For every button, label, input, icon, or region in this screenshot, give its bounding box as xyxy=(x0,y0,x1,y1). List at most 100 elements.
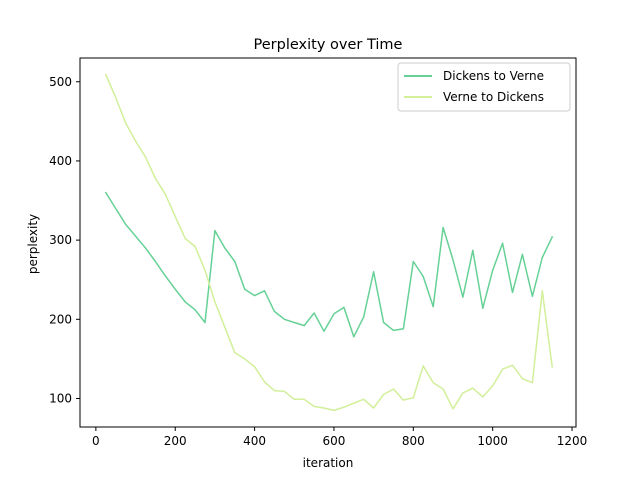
x-tick-label: 600 xyxy=(322,434,345,448)
data-point xyxy=(283,318,285,320)
data-point xyxy=(214,301,216,303)
data-point xyxy=(531,382,534,384)
data-point xyxy=(353,402,355,404)
data-point xyxy=(224,326,226,328)
data-point xyxy=(343,406,345,408)
data-point xyxy=(105,74,107,76)
y-tick-label: 300 xyxy=(49,233,72,247)
legend: Dickens to Verne Verne to Dickens xyxy=(397,62,571,112)
data-point xyxy=(144,156,147,158)
data-point xyxy=(373,271,375,273)
data-point xyxy=(194,245,196,248)
data-point xyxy=(442,226,444,229)
data-point xyxy=(333,409,335,411)
data-point xyxy=(135,235,137,237)
data-point xyxy=(135,140,137,142)
x-tick-label: 200 xyxy=(164,434,187,448)
data-point xyxy=(383,321,385,324)
y-tick-label: 500 xyxy=(49,75,72,89)
data-point xyxy=(333,313,335,315)
data-point xyxy=(383,393,385,396)
data-point xyxy=(244,288,246,290)
data-point xyxy=(273,390,275,392)
data-point xyxy=(482,307,484,309)
data-point xyxy=(174,215,176,217)
data-point xyxy=(472,249,474,251)
data-point xyxy=(412,397,414,399)
data-point xyxy=(234,260,236,263)
data-point xyxy=(531,295,534,297)
data-point xyxy=(144,247,147,249)
data-point xyxy=(154,177,156,179)
data-point xyxy=(363,316,365,318)
x-tick-label: 0 xyxy=(92,434,100,448)
data-point xyxy=(521,378,524,380)
data-point xyxy=(452,408,454,410)
y-tick-label: 100 xyxy=(49,391,72,405)
data-point xyxy=(303,325,305,327)
data-point xyxy=(323,407,325,409)
data-point xyxy=(432,306,434,308)
data-point xyxy=(502,242,504,244)
legend-label: Dickens to Verne xyxy=(443,69,544,83)
data-point xyxy=(432,382,434,384)
data-point xyxy=(283,390,285,392)
data-point xyxy=(254,366,256,368)
data-point xyxy=(442,388,444,390)
data-point xyxy=(502,368,504,370)
data-point xyxy=(263,381,266,383)
data-point xyxy=(392,329,395,331)
data-point xyxy=(551,366,553,368)
axes-frame xyxy=(79,57,577,428)
data-point xyxy=(125,122,127,124)
data-point xyxy=(392,388,395,390)
data-point xyxy=(154,260,156,263)
x-tick-label: 1000 xyxy=(477,434,508,448)
data-point xyxy=(422,365,424,367)
data-point xyxy=(174,288,176,290)
data-point xyxy=(402,328,404,330)
data-point xyxy=(214,230,216,232)
y-tick-label: 400 xyxy=(49,154,72,168)
data-point xyxy=(184,237,186,240)
series-line-1 xyxy=(104,73,554,412)
x-tick-label: 800 xyxy=(402,434,425,448)
data-point xyxy=(422,275,424,278)
data-point xyxy=(462,296,464,298)
data-point xyxy=(273,310,275,312)
data-point xyxy=(234,352,236,354)
data-point xyxy=(254,295,256,297)
legend-box xyxy=(397,62,571,112)
series-line-0 xyxy=(104,191,554,338)
data-point xyxy=(164,275,166,277)
data-point xyxy=(115,97,117,99)
data-point xyxy=(303,398,305,400)
data-point xyxy=(244,358,246,360)
data-point xyxy=(541,256,543,259)
data-point xyxy=(511,364,514,366)
data-point xyxy=(353,336,355,338)
data-point xyxy=(313,405,315,407)
data-point xyxy=(293,321,295,324)
plot-area xyxy=(104,73,554,412)
data-point xyxy=(492,385,494,387)
data-point xyxy=(164,193,166,195)
x-axis-label: iteration xyxy=(303,456,354,470)
y-tick-label: 200 xyxy=(49,312,72,326)
data-point xyxy=(224,247,226,249)
data-point xyxy=(541,290,543,292)
data-point xyxy=(204,321,206,324)
data-point xyxy=(115,207,117,210)
chart-title: Perplexity over Time xyxy=(254,37,403,53)
x-tick-label: 1200 xyxy=(557,434,588,448)
data-point xyxy=(293,398,295,400)
x-tick-label: 400 xyxy=(243,434,266,448)
data-point xyxy=(412,260,414,263)
data-point xyxy=(452,259,454,261)
data-point xyxy=(194,309,196,311)
data-point xyxy=(551,236,553,238)
data-point xyxy=(472,387,474,389)
data-point xyxy=(184,301,186,303)
data-point xyxy=(343,306,345,308)
data-point xyxy=(511,291,514,293)
